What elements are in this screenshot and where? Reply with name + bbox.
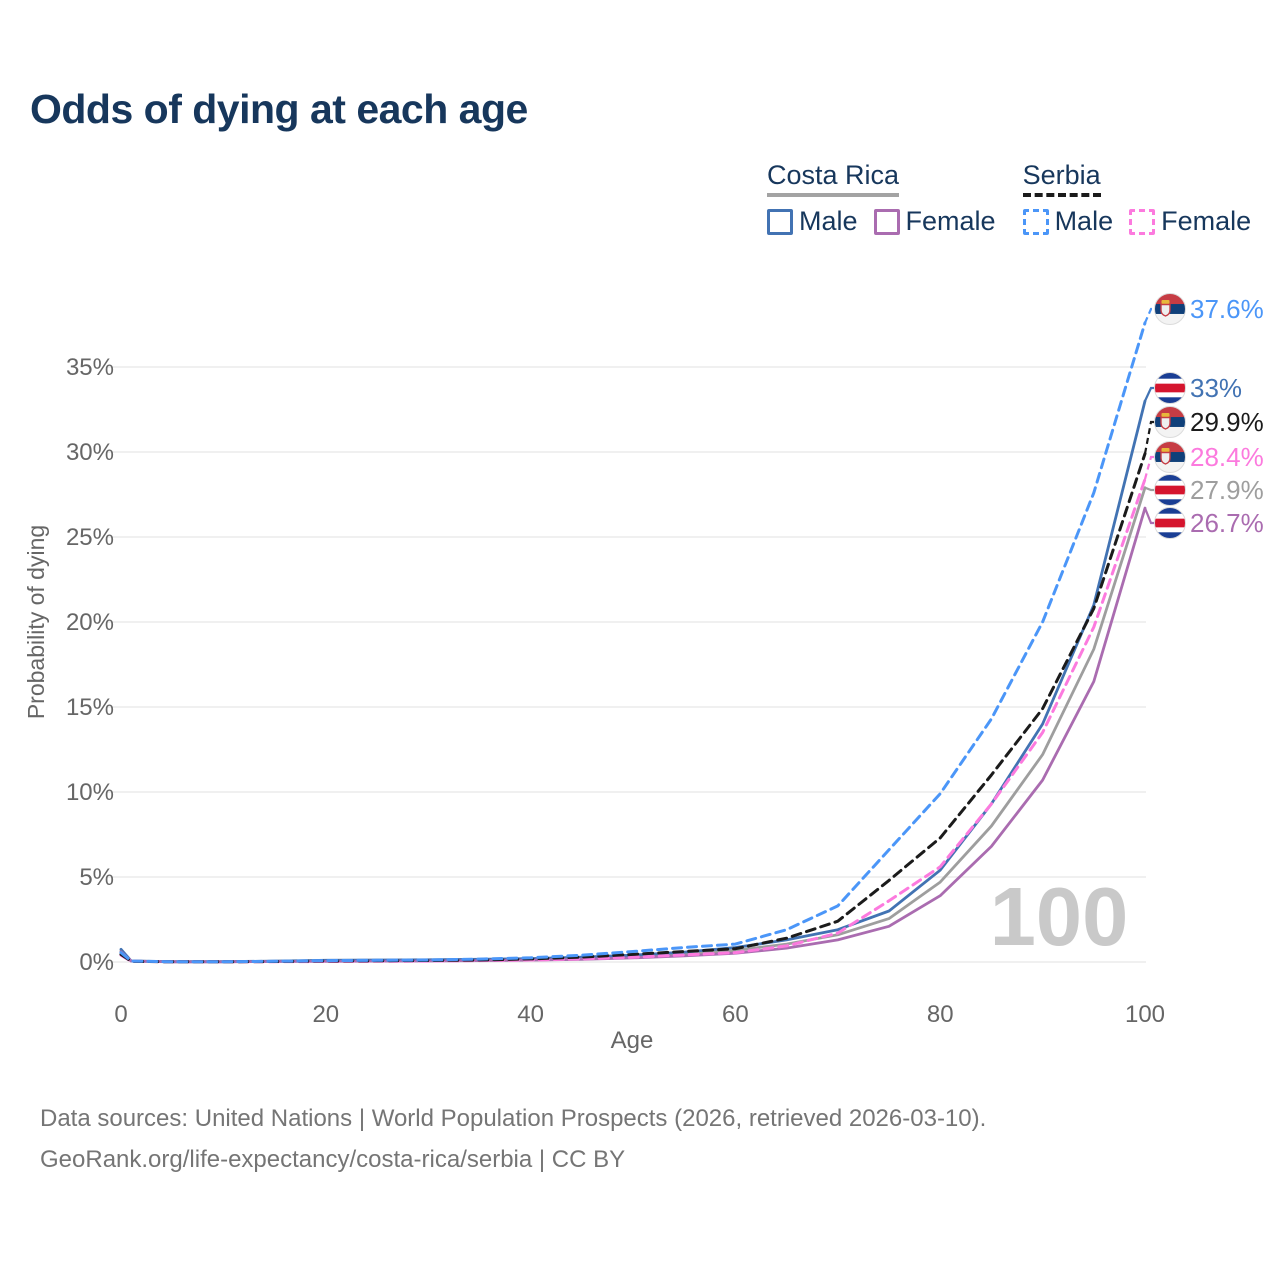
- flag-icon-serbia: [1154, 441, 1186, 473]
- legend-item-label: Female: [1161, 206, 1252, 236]
- legend-item-label: Male: [1054, 206, 1114, 236]
- legend-item-costa-rica-male[interactable]: Male: [767, 206, 858, 237]
- attribution-line: GeoRank.org/life-expectancy/costa-rica/s…: [40, 1146, 626, 1173]
- legend-item-costa-rica-female[interactable]: Female: [873, 206, 996, 237]
- y-axis-title: Probability of dying: [23, 525, 49, 719]
- x-tick-label: 100: [1125, 1001, 1165, 1028]
- x-tick-label: 0: [114, 1001, 127, 1028]
- y-tick-label: 5%: [79, 864, 114, 891]
- y-tick-label: 25%: [66, 524, 114, 551]
- y-tick-label: 10%: [66, 779, 114, 806]
- y-tick-label: 15%: [66, 694, 114, 721]
- x-tick-label: 60: [722, 1001, 749, 1028]
- end-value-label: 29.9%: [1190, 407, 1264, 437]
- label-leader-line: [1143, 455, 1156, 480]
- line-chart[interactable]: 0% 5% 10% 15% 20% 25% 30% 35% 0 20 40 60 80 100 Age Pro…: [0, 0, 1280, 1080]
- flag-icon-serbia: [1154, 406, 1186, 438]
- x-axis-title: Age: [611, 1027, 654, 1054]
- y-tick-label: 20%: [66, 609, 114, 636]
- legend-item-serbia-male[interactable]: Male: [1022, 206, 1114, 237]
- series-line-serbia-male[interactable]: [119, 321, 1147, 964]
- legend-group-costa-rica: Costa Rica Male Female: [767, 160, 996, 237]
- label-leader-line: [1143, 420, 1156, 454]
- flag-icon-costa-rica: [1154, 474, 1186, 506]
- serbia-female-swatch-icon: [1129, 208, 1156, 235]
- legend: Costa Rica Male Female Serbia Male: [767, 160, 1251, 237]
- label-leader-line: [1143, 307, 1156, 324]
- legend-item-label: Female: [905, 206, 996, 236]
- end-value-label: 27.9%: [1190, 475, 1264, 505]
- x-tick-label: 40: [517, 1001, 544, 1028]
- footer: Data sources: United Nations | World Pop…: [40, 1098, 986, 1180]
- legend-item-label: Male: [799, 206, 858, 236]
- flag-icon-serbia: [1154, 293, 1186, 325]
- x-tick-label: 80: [927, 1001, 954, 1028]
- legend-item-serbia-female[interactable]: Female: [1129, 206, 1251, 237]
- y-tick-label: 0%: [79, 949, 114, 976]
- costa-rica-female-swatch-icon: [873, 208, 900, 235]
- data-source-line: Data sources: United Nations | World Pop…: [40, 1105, 987, 1132]
- chart-title: Odds of dying at each age: [30, 86, 528, 132]
- serbia-male-swatch-icon: [1022, 208, 1049, 235]
- flag-icon-costa-rica: [1154, 372, 1186, 404]
- end-value-label: 26.7%: [1190, 508, 1264, 538]
- legend-group-serbia: Serbia Male Female: [1022, 160, 1251, 237]
- legend-header-costa-rica[interactable]: Costa Rica: [767, 160, 900, 197]
- series-line-serbia-both[interactable]: [119, 452, 1147, 964]
- costa-rica-male-swatch-icon: [767, 208, 793, 235]
- x-tick-label: 20: [312, 1001, 339, 1028]
- legend-header-serbia[interactable]: Serbia: [1022, 160, 1101, 197]
- end-value-label: 33%: [1190, 373, 1242, 403]
- end-value-label: 37.6%: [1190, 294, 1264, 324]
- y-tick-label: 30%: [66, 439, 114, 466]
- flag-icon-costa-rica: [1154, 507, 1186, 539]
- end-value-label: 28.4%: [1190, 442, 1264, 472]
- watermark-hover-age: 100: [990, 870, 1128, 963]
- y-tick-label: 35%: [66, 354, 114, 381]
